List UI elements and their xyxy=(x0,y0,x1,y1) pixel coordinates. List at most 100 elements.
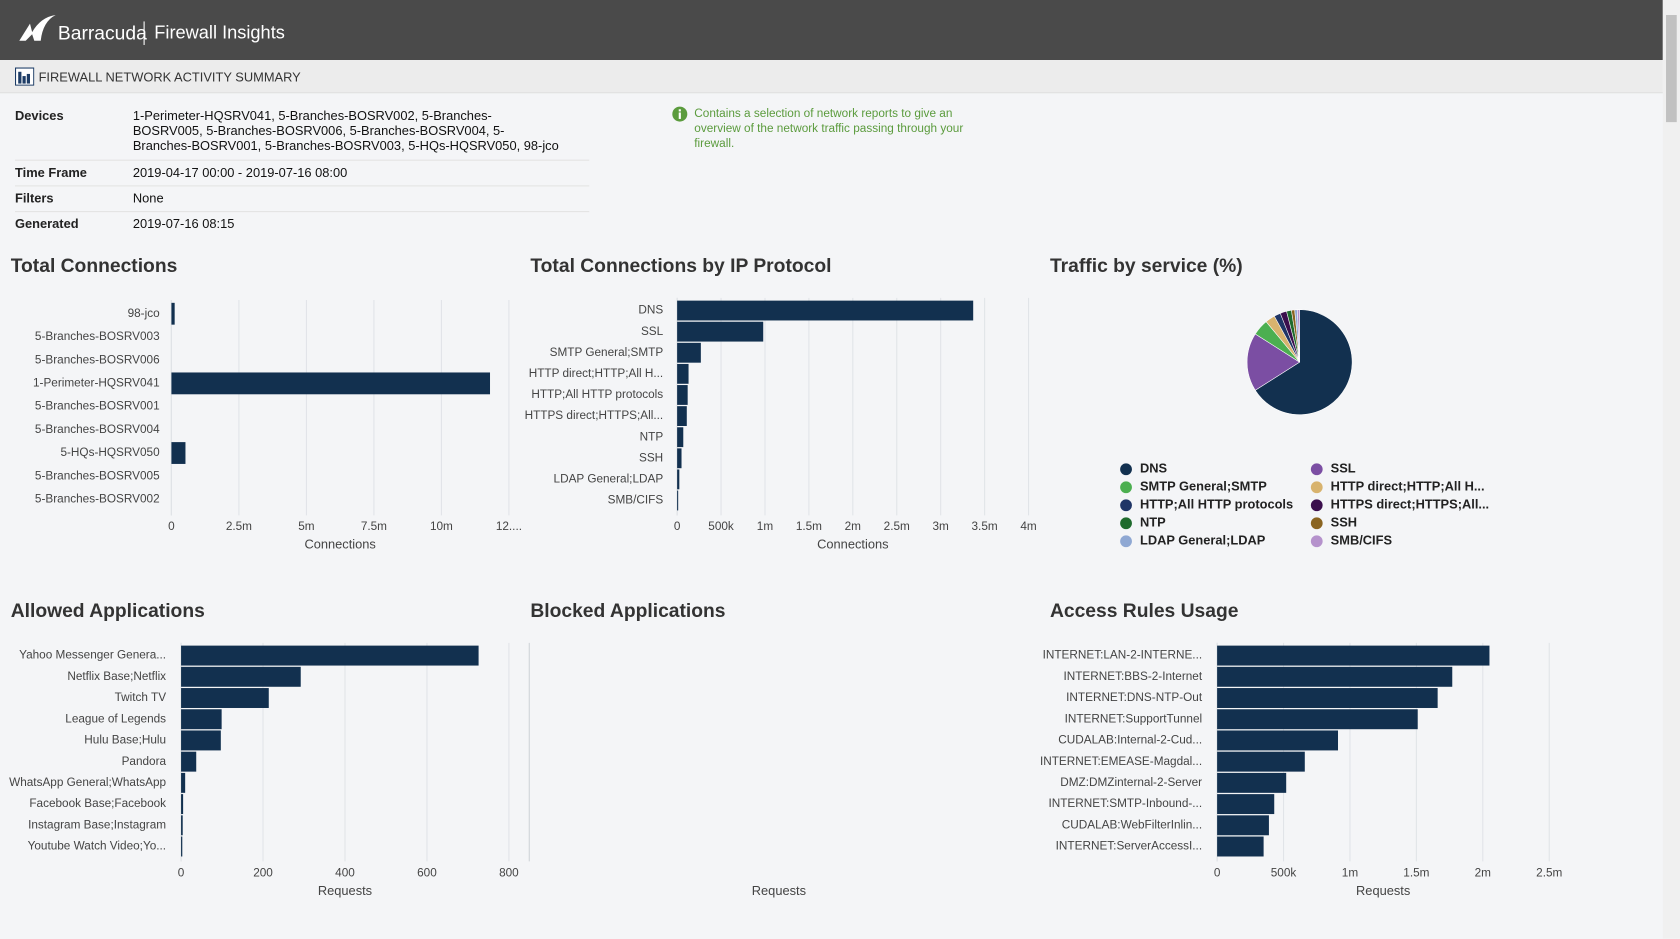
bar xyxy=(1217,815,1269,836)
x-tick-label: 800 xyxy=(499,866,519,879)
legend-swatch xyxy=(1120,463,1132,476)
bar xyxy=(1217,666,1453,687)
bar xyxy=(181,836,183,857)
y-tick-label: WhatsApp General;WhatsApp xyxy=(9,776,166,789)
row-rule xyxy=(14,159,590,161)
report-note: Contains a selection of network reports … xyxy=(694,107,964,150)
bar xyxy=(677,300,974,321)
bar xyxy=(1217,730,1339,751)
legend-label: SMB/CIFS xyxy=(1331,533,1393,548)
y-tick-label: 5-Branches-BOSRV003 xyxy=(35,330,160,343)
separator xyxy=(143,21,145,45)
row-rule xyxy=(14,185,590,187)
x-tick-label: 1m xyxy=(1342,866,1359,879)
y-tick-label: League of Legends xyxy=(65,712,166,725)
legend-label: SMTP General;SMTP xyxy=(1140,479,1267,494)
bar xyxy=(1217,772,1287,793)
y-tick-label: Netflix Base;Netflix xyxy=(67,670,166,683)
x-tick-label: 7.5m xyxy=(361,520,387,533)
y-tick-label: HTTP direct;HTTP;All H... xyxy=(529,367,663,380)
x-tick-label: 1.5m xyxy=(1403,866,1429,879)
bar xyxy=(171,302,175,325)
x-tick-label: 2.5m xyxy=(884,520,910,533)
chart-title: Traffic by service (%) xyxy=(1050,256,1243,277)
legend-swatch xyxy=(1120,517,1132,530)
pie-slice xyxy=(1297,309,1300,363)
bar xyxy=(1217,751,1305,772)
bar xyxy=(181,815,183,836)
bar xyxy=(677,469,680,490)
x-tick-label: 3m xyxy=(933,520,950,533)
y-tick-label: INTERNET:LAN-2-INTERNE... xyxy=(1043,649,1203,662)
bar xyxy=(181,730,221,751)
logo xyxy=(19,14,56,41)
brand: Barracuda xyxy=(57,22,147,44)
legend-swatch xyxy=(1310,463,1323,476)
bar xyxy=(181,794,184,815)
x-tick-label: 1.5m xyxy=(796,520,822,533)
x-tick-label: 4m xyxy=(1020,520,1037,533)
chart-title: Total Connections by IP Protocol xyxy=(530,256,831,277)
scrollbar[interactable] xyxy=(1662,0,1680,939)
axis-title: Connections xyxy=(304,537,375,552)
pie-slice xyxy=(1254,309,1353,415)
y-tick-label: CUDALAB:Internal-2-Cud... xyxy=(1058,734,1202,747)
y-tick-label: DMZ:DMZinternal-2-Server xyxy=(1060,776,1202,789)
info-label: Devices xyxy=(14,108,64,124)
x-tick-label: 200 xyxy=(253,866,273,879)
legend-swatch xyxy=(1120,481,1132,494)
x-tick-label: 0 xyxy=(168,520,175,533)
x-tick-label: 1m xyxy=(757,520,774,533)
chart-title: Access Rules Usage xyxy=(1050,601,1239,622)
y-tick-label: DNS xyxy=(638,304,663,317)
bar xyxy=(181,751,197,772)
y-tick-label: Pandora xyxy=(122,755,167,768)
report-title: FIREWALL NETWORK ACTIVITY SUMMARY xyxy=(38,69,301,85)
bar xyxy=(1217,645,1490,666)
legend-label: SSL xyxy=(1331,461,1356,476)
x-tick-label: 2.5m xyxy=(1536,866,1562,879)
x-tick-label: 500k xyxy=(1271,866,1297,879)
bar xyxy=(677,406,687,426)
bar xyxy=(181,666,301,687)
bar xyxy=(677,490,679,511)
y-tick-label: INTERNET:SMTP-Inbound-... xyxy=(1048,797,1202,810)
y-tick-label: Hulu Base;Hulu xyxy=(84,734,166,747)
scroll-thumb[interactable] xyxy=(1666,14,1677,123)
y-tick-label: 5-Branches-BOSRV006 xyxy=(35,353,160,366)
bar xyxy=(677,342,701,363)
info-value: 2019-04-17 00:00 - 2019-07-16 08:00 xyxy=(132,164,348,180)
y-tick-label: Facebook Base;Facebook xyxy=(29,797,166,810)
y-tick-label: 98-jco xyxy=(128,307,161,320)
chart-title: Blocked Applications xyxy=(530,601,725,622)
legend-label: NTP xyxy=(1140,515,1166,530)
row-rule xyxy=(14,211,590,213)
legend-swatch xyxy=(1310,535,1323,548)
bar xyxy=(1217,836,1264,857)
y-tick-label: INTERNET:EMEASE-Magdal... xyxy=(1040,755,1202,768)
x-tick-label: 0 xyxy=(1214,866,1221,879)
legend-label: DNS xyxy=(1140,461,1168,476)
axis-title: Requests xyxy=(318,883,372,898)
info-icon xyxy=(672,106,688,122)
axis-title: Requests xyxy=(1356,883,1410,898)
y-tick-label: LDAP General;LDAP xyxy=(554,473,664,486)
x-tick-label: 12.... xyxy=(496,520,522,533)
y-tick-label: 5-Branches-BOSRV001 xyxy=(35,400,160,413)
y-tick-label: HTTPS direct;HTTPS;All... xyxy=(525,409,664,422)
info-value: 2019-07-16 08:15 xyxy=(132,216,235,232)
legend-label: SSH xyxy=(1331,515,1357,530)
info-label: Filters xyxy=(14,190,54,206)
chart-title: Total Connections xyxy=(11,256,178,277)
x-tick-label: 2m xyxy=(845,520,862,533)
bar xyxy=(171,442,186,464)
x-tick-label: 10m xyxy=(430,520,453,533)
y-tick-label: 5-Branches-BOSRV002 xyxy=(35,493,160,506)
bar xyxy=(677,448,682,469)
legend-label: HTTP direct;HTTP;All H... xyxy=(1331,479,1485,494)
product-name: Firewall Insights xyxy=(154,22,285,43)
y-tick-label: INTERNET:BBS-2-Internet xyxy=(1063,670,1202,683)
info-label: Generated xyxy=(14,216,79,232)
